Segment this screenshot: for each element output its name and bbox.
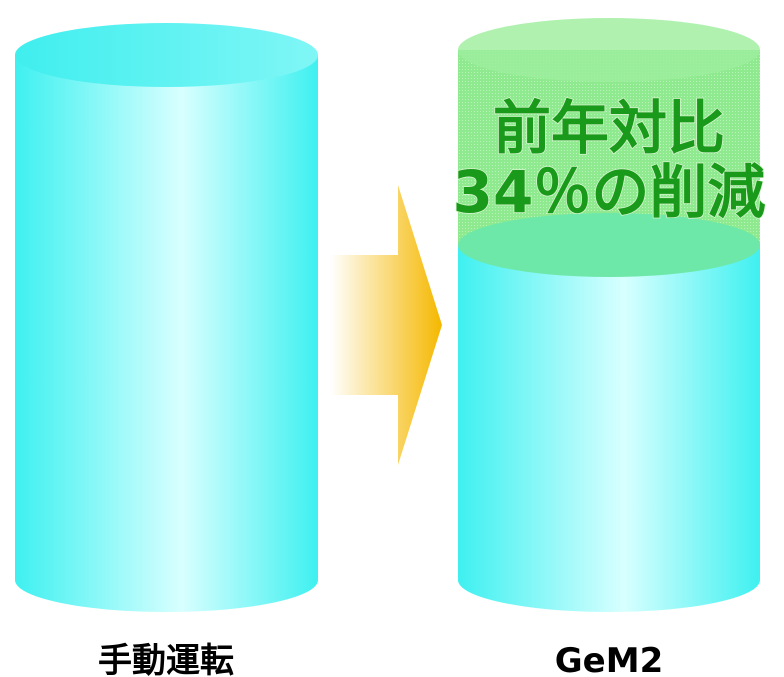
annotation-line: 34％の削減: [453, 158, 766, 226]
cylinder-gem2: [458, 18, 760, 612]
cylinder-label: GeM2: [555, 641, 663, 677]
arrow: [330, 185, 442, 465]
cylinder-manual: [15, 23, 318, 612]
annotation-line: 前年対比: [493, 94, 725, 162]
cylinder-label: 手動運転: [98, 641, 234, 677]
